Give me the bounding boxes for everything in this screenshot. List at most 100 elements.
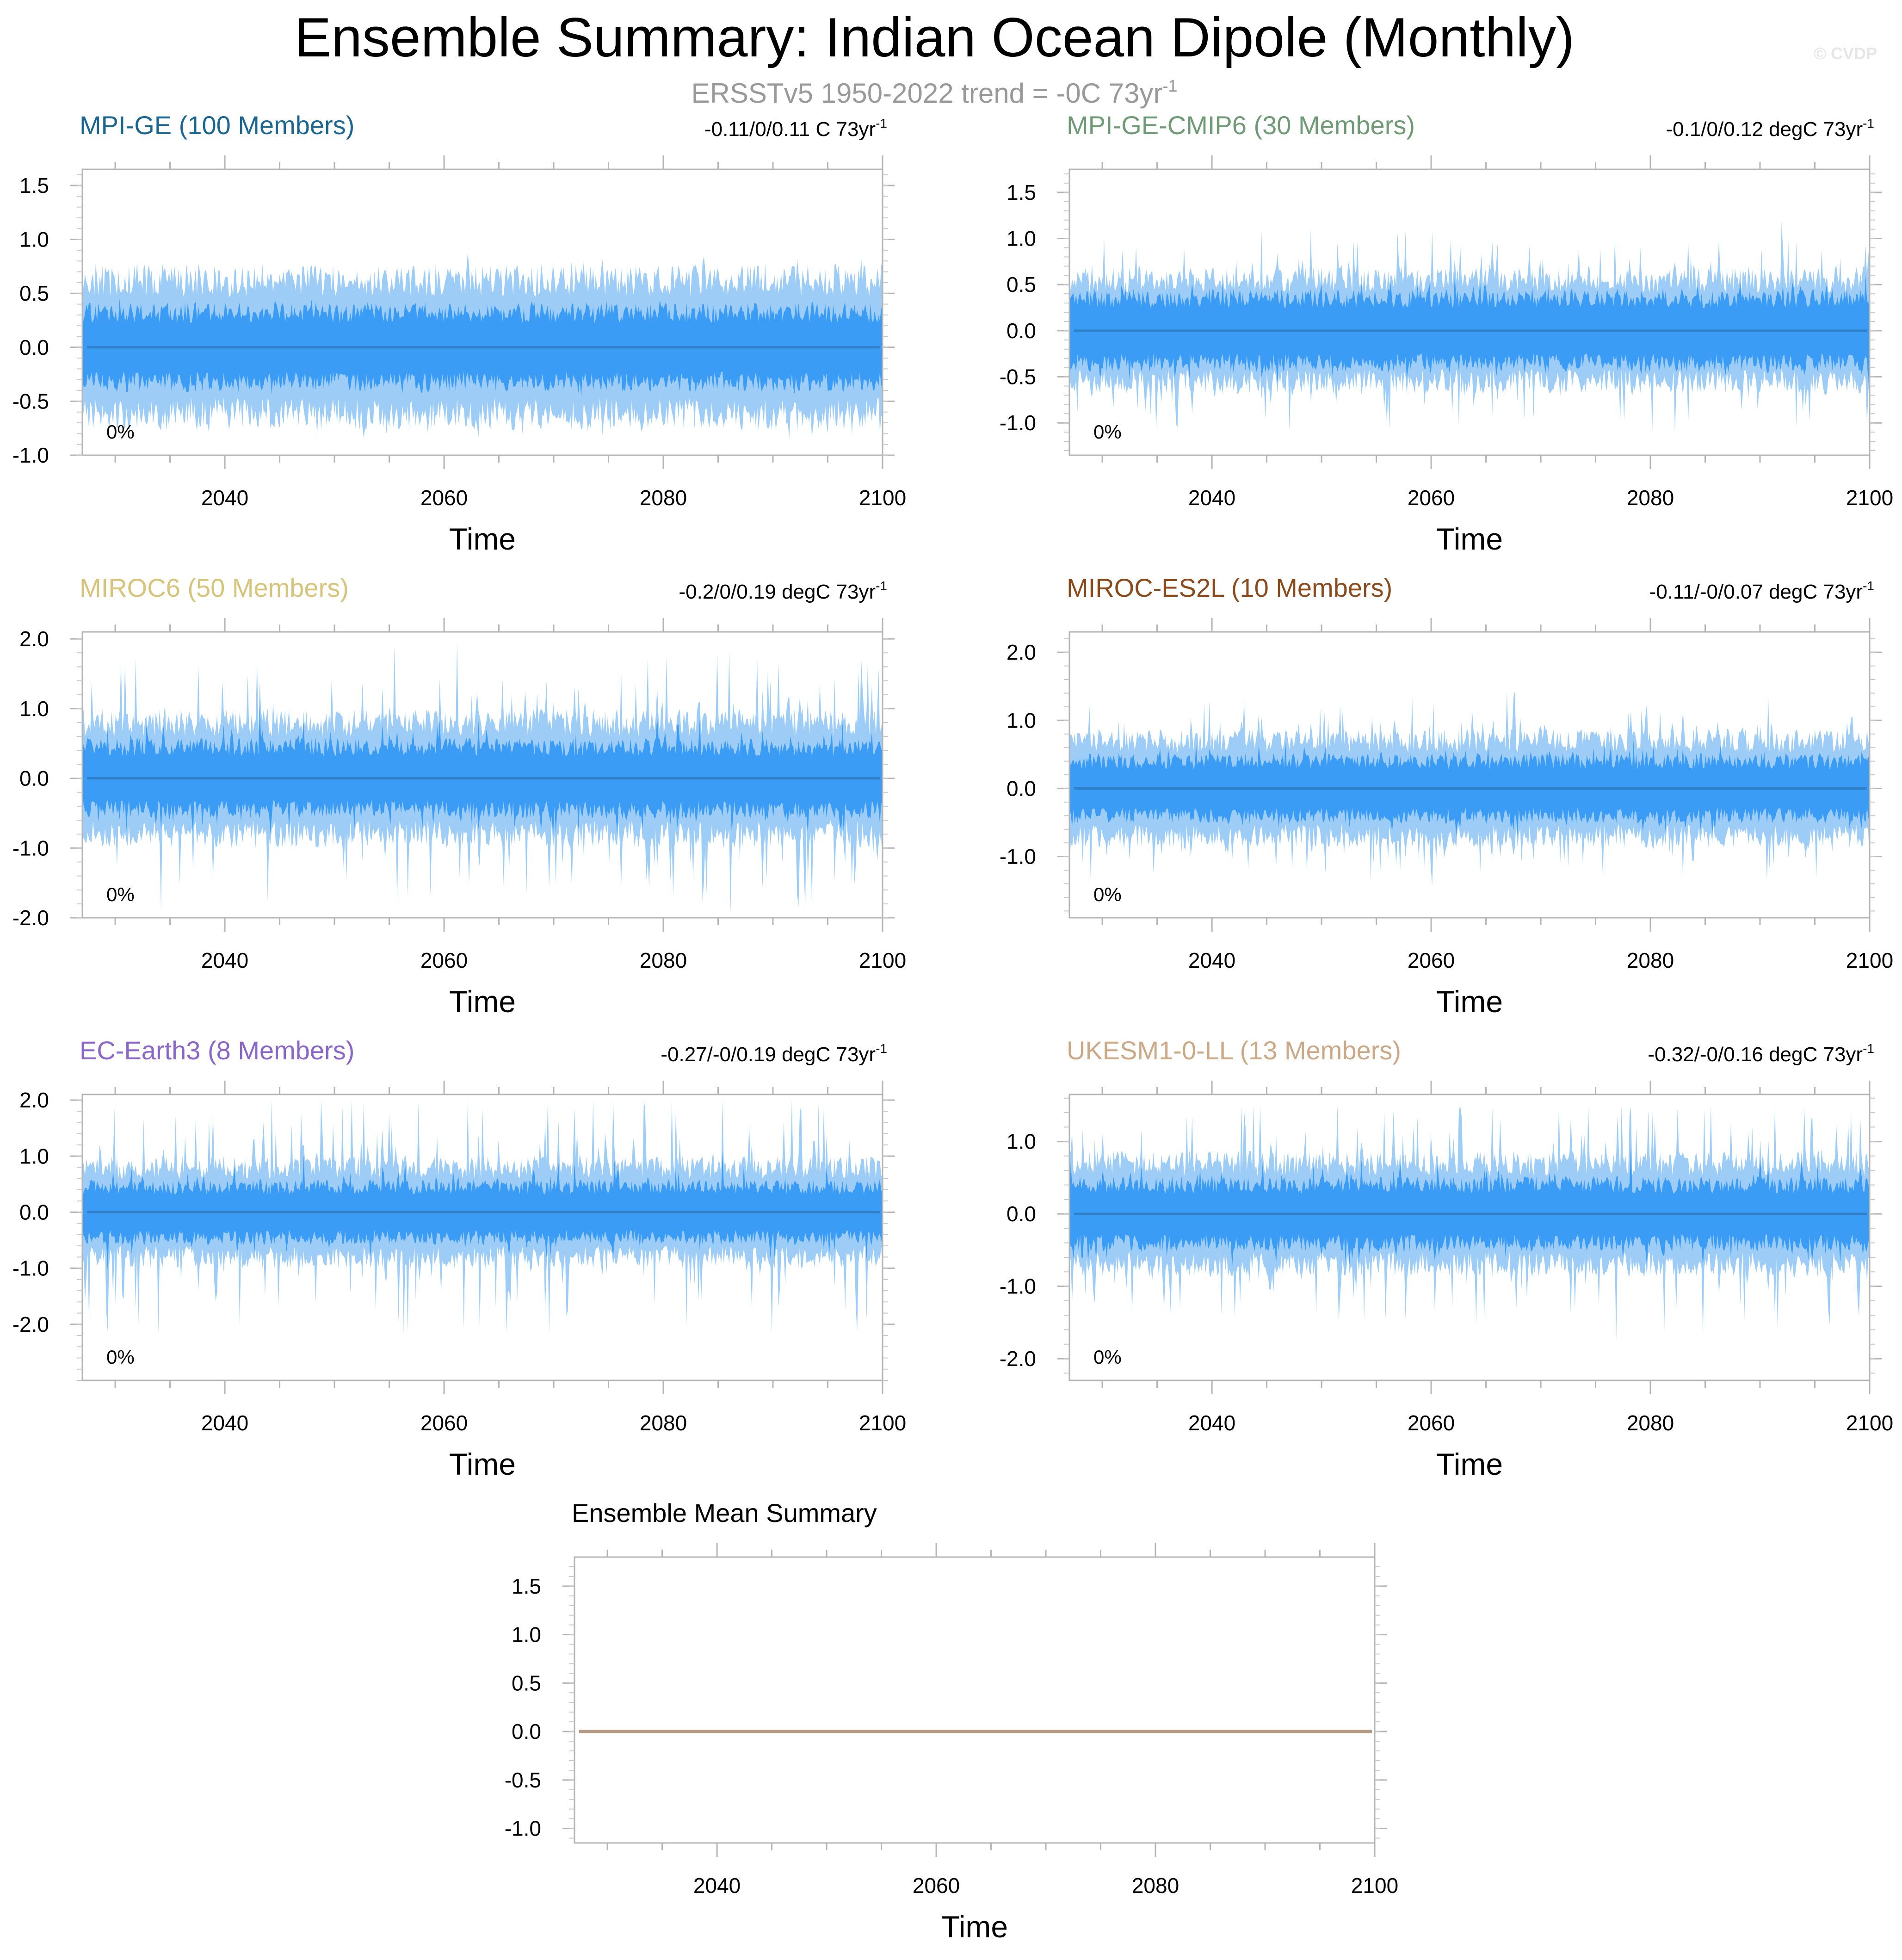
x-tick-label: 2080: [640, 948, 687, 972]
y-tick-label: 0.5: [19, 281, 49, 305]
x-tick-label: 2060: [420, 1411, 468, 1435]
y-tick-label: 0.0: [1007, 319, 1036, 343]
y-tick-label: 0.0: [1007, 1202, 1036, 1226]
y-tick-label: 0.0: [19, 767, 49, 791]
panels-group: 2040 2060 2080 2100 1.5 1.0 0.5 0.0 -0.5 -1.0 Time…: [12, 111, 1893, 1944]
panel-title: MPI-GE (100 Members): [80, 111, 354, 140]
x-tick-label: 2060: [1408, 1411, 1455, 1435]
y-tick-label: 1.0: [1007, 1130, 1036, 1154]
x-tick-label: 2040: [1188, 486, 1235, 510]
y-tick-label: -0.5: [505, 1768, 541, 1792]
trend-superscript: -1: [876, 116, 887, 130]
x-axis-label: Time: [1436, 1447, 1503, 1481]
cvdp-credit: © CVDP: [1814, 44, 1877, 63]
y-tick-label: -2.0: [1000, 1347, 1036, 1371]
x-tick-label: 2040: [1188, 1411, 1235, 1435]
x-tick-label: 2080: [640, 1411, 687, 1435]
panel-1: 2040 2060 2080 2100 1.5 1.0 0.5 0.0 -0.5 -1.0 Time…: [12, 111, 906, 556]
x-tick-label: 2100: [859, 486, 906, 510]
trend-text: -0.11/0/0.11 C 73yr: [704, 118, 876, 141]
y-tick-label: -2.0: [12, 1312, 49, 1336]
panel-title: MIROC-ES2L (10 Members): [1067, 573, 1392, 602]
percent-label: 0%: [106, 1346, 135, 1368]
y-tick-label: -1.0: [1000, 1274, 1036, 1298]
inner-envelope: [1069, 1146, 1870, 1268]
y-tick-label: -1.0: [12, 1256, 49, 1280]
x-tick-label: 2100: [859, 1411, 906, 1435]
y-tick-label: 1.5: [512, 1574, 541, 1598]
y-tick-label: 2.0: [19, 627, 49, 651]
x-tick-label: 2060: [420, 948, 468, 972]
trend-text: -0.27/-0/0.19 degC 73yr: [661, 1043, 876, 1066]
x-tick-label: 2100: [1846, 948, 1893, 972]
panel-6: 2040 2060 2080 2100 1.0 0.0 -1.0 -2.0 Time UKESM1…: [1000, 1036, 1893, 1481]
percent-label: 0%: [106, 884, 135, 905]
panel-title: MPI-GE-CMIP6 (30 Members): [1067, 111, 1415, 140]
plot-frame: [81, 1094, 883, 1381]
x-tick-label: 2040: [201, 948, 248, 972]
plot-frame: [574, 1556, 1376, 1844]
y-tick-label: -1.0: [1000, 411, 1036, 435]
y-tick-label: 0.0: [19, 1200, 49, 1224]
trend-text: -0.2/0/0.19 degC 73yr: [679, 581, 876, 603]
percent-label: 0%: [1093, 884, 1122, 905]
y-tick-label: 1.5: [19, 173, 49, 198]
x-axis-label: Time: [449, 522, 516, 556]
trend-superscript: -1: [876, 579, 887, 593]
x-axis-label: Time: [449, 984, 516, 1019]
x-tick-label: 2100: [1846, 486, 1893, 510]
inner-envelope: [82, 1150, 883, 1271]
y-tick-label: 1.5: [1007, 180, 1036, 204]
plot-frame: [81, 631, 883, 919]
panel-title: Ensemble Mean Summary: [572, 1498, 877, 1527]
x-tick-label: 2080: [1627, 948, 1674, 972]
y-tick-label: 0.5: [512, 1671, 541, 1695]
panel-title: EC-Earth3 (8 Members): [80, 1036, 354, 1065]
x-tick-label: 2080: [1627, 1411, 1674, 1435]
y-tick-label: 1.0: [19, 228, 49, 252]
y-tick-label: -1.0: [12, 836, 49, 860]
y-tick-label: 0.0: [1007, 776, 1036, 800]
trend-superscript: -1: [1863, 116, 1874, 130]
y-tick-label: 0.5: [1007, 272, 1036, 297]
y-tick-label: 0.0: [512, 1719, 541, 1744]
x-tick-label: 2100: [1846, 1411, 1893, 1435]
trend-text: -0.1/0/0.12 degC 73yr: [1666, 118, 1863, 141]
x-tick-label: 2100: [859, 948, 906, 972]
percent-label: 0%: [1093, 1346, 1122, 1368]
trend-text: -0.11/-0/0.07 degC 73yr: [1649, 581, 1863, 603]
percent-label: 0%: [1093, 421, 1122, 443]
trend-label: -0.1/0/0.12 degC 73yr-1: [1666, 116, 1874, 141]
y-tick-label: -0.5: [12, 389, 49, 413]
panel-title: MIROC6 (50 Members): [80, 573, 349, 602]
x-tick-label: 2040: [201, 486, 248, 510]
panel-2: 2040 2060 2080 2100 1.5 1.0 0.5 0.0 -0.5 -1.0 Time…: [1000, 111, 1893, 556]
y-tick-label: -1.0: [12, 443, 49, 467]
x-tick-label: 2060: [420, 486, 468, 510]
inner-envelope: [82, 705, 883, 837]
panel-3: 2040 2060 2080 2100 2.0 1.0 0.0 -1.0 -2.0 Time MIR…: [12, 573, 906, 1019]
y-tick-label: -1.0: [505, 1817, 541, 1841]
y-tick-label: 1.0: [1007, 708, 1036, 732]
y-tick-label: 1.0: [512, 1623, 541, 1647]
y-tick-label: -0.5: [1000, 365, 1036, 389]
x-tick-label: 2060: [1408, 486, 1455, 510]
x-axis-label: Time: [941, 1910, 1008, 1944]
y-tick-label: 1.0: [19, 697, 49, 721]
y-tick-label: 1.0: [1007, 227, 1036, 251]
subtitle-text: ERSSTv5 1950-2022 trend = -0C 73yr: [692, 78, 1163, 109]
inner-envelope: [1069, 274, 1870, 384]
plot-frame: [1068, 1094, 1871, 1381]
trend-superscript: -1: [876, 1041, 887, 1056]
x-axis-label: Time: [449, 1447, 516, 1481]
x-tick-label: 2040: [201, 1411, 248, 1435]
trend-label: -0.11/0/0.11 C 73yr-1: [704, 116, 887, 141]
trend-superscript: -1: [1863, 579, 1874, 593]
x-tick-label: 2040: [693, 1873, 741, 1898]
panel-title: UKESM1-0-LL (13 Members): [1067, 1036, 1401, 1065]
figure-subtitle: ERSSTv5 1950-2022 trend = -0C 73yr-1: [692, 76, 1178, 109]
x-tick-label: 2100: [1351, 1873, 1398, 1898]
x-axis-label: Time: [1436, 984, 1503, 1019]
y-tick-label: 0.0: [19, 335, 49, 359]
